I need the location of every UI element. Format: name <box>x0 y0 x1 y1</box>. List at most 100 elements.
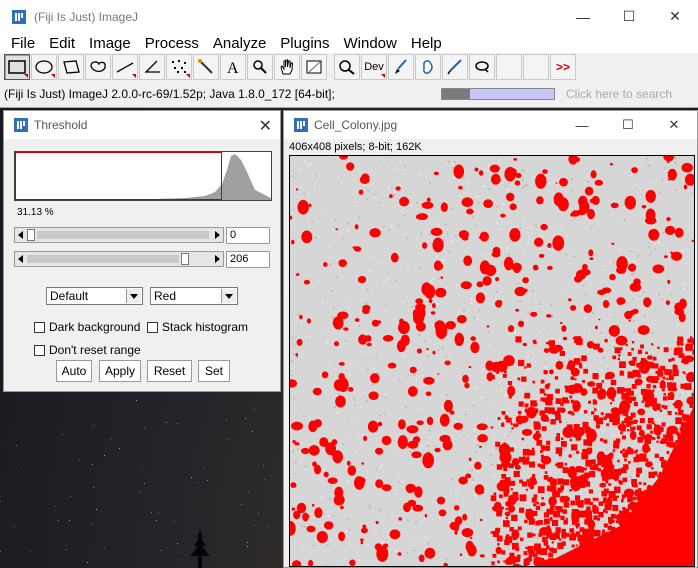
colony-dense-region <box>546 394 553 401</box>
rectangle-tool[interactable] <box>4 54 30 80</box>
max-threshold-slider[interactable] <box>14 251 224 267</box>
magnifier-tool[interactable] <box>247 54 273 80</box>
empty-slot-2[interactable] <box>523 54 549 80</box>
cell-colony-image <box>290 156 694 566</box>
method-selected: Default <box>50 289 89 303</box>
menu-file[interactable]: File <box>11 34 36 52</box>
colony-blob <box>295 273 300 276</box>
line-tool[interactable] <box>112 54 138 80</box>
menu-edit[interactable]: Edit <box>49 34 76 52</box>
stack-histogram-checkbox[interactable] <box>147 321 158 333</box>
colony-dense-region <box>611 398 615 402</box>
max-threshold-field[interactable]: 206 <box>226 251 270 268</box>
colony-blob <box>515 308 519 312</box>
colony-dense-region <box>581 355 587 361</box>
text-tool[interactable]: A <box>220 54 246 80</box>
slider-left-arrow-icon[interactable] <box>18 255 23 263</box>
close-icon[interactable]: ✕ <box>258 118 272 135</box>
image-canvas[interactable] <box>289 155 695 567</box>
colony-dense-region <box>540 397 545 402</box>
slider-right-arrow-icon[interactable] <box>215 255 220 263</box>
min-threshold-slider[interactable] <box>14 227 224 243</box>
menu-window[interactable]: Window <box>343 34 397 52</box>
menu-plugins[interactable]: Plugins <box>280 34 330 52</box>
set-button[interactable]: Set <box>198 360 230 382</box>
min-slider-thumb[interactable] <box>27 229 35 241</box>
colony-dense-region <box>548 552 554 558</box>
color-picker-tool[interactable] <box>301 54 327 80</box>
stack-histogram-option[interactable]: Stack histogram <box>147 320 248 334</box>
star <box>144 483 145 484</box>
colony-blob <box>479 231 489 242</box>
polygon-tool[interactable] <box>58 54 84 80</box>
colony-dense-region <box>630 360 636 366</box>
dont-reset-checkbox[interactable] <box>34 344 45 356</box>
texture-speck <box>467 181 470 184</box>
texture-speck <box>357 435 360 438</box>
colony-dense-region <box>659 409 663 412</box>
colony-dense-region <box>569 438 573 442</box>
lens-tool[interactable] <box>469 54 495 80</box>
oval-tool[interactable] <box>31 54 57 80</box>
pencil-tool[interactable] <box>442 54 468 80</box>
maximize-button[interactable]: ☐ <box>622 117 634 132</box>
colony-dense-region <box>532 380 536 384</box>
texture-speck <box>446 233 449 236</box>
texture-speck <box>606 364 609 367</box>
colony-blob <box>433 171 439 176</box>
texture-speck <box>321 495 324 498</box>
texture-speck <box>519 239 521 242</box>
dont-reset-option[interactable]: Don't reset range <box>34 343 141 357</box>
search-field[interactable]: Click here to search <box>566 87 673 101</box>
reset-button[interactable]: Reset <box>147 360 192 382</box>
minimize-button[interactable]: — <box>575 117 589 133</box>
texture-speck <box>447 161 450 163</box>
freehand-tool[interactable] <box>85 54 111 80</box>
method-select[interactable]: Default <box>46 287 143 305</box>
dark-background-checkbox[interactable] <box>34 321 45 333</box>
slider-left-arrow-icon[interactable] <box>18 231 23 239</box>
empty-slot-1[interactable] <box>496 54 522 80</box>
texture-speck <box>361 392 364 394</box>
angle-tool[interactable] <box>139 54 165 80</box>
flood-fill-tool[interactable] <box>415 54 441 80</box>
more-tools-button[interactable]: >> <box>550 54 576 80</box>
colony-dense-region <box>627 371 635 379</box>
memory-progress-bar[interactable] <box>441 88 555 100</box>
texture-speck <box>457 330 460 333</box>
wand-tool[interactable] <box>193 54 219 80</box>
close-button[interactable]: ✕ <box>669 8 681 24</box>
colony-dense-region <box>658 471 662 475</box>
colony-blob <box>360 527 368 534</box>
auto-button[interactable]: Auto <box>56 360 92 382</box>
display-select[interactable]: Red <box>150 287 238 305</box>
maximize-button[interactable]: ☐ <box>622 8 636 24</box>
texture-speck <box>681 284 684 287</box>
dev-tool[interactable]: Dev <box>361 54 387 80</box>
menu-analyze[interactable]: Analyze <box>212 34 267 52</box>
hand-tool[interactable] <box>274 54 300 80</box>
dark-background-option[interactable]: Dark background <box>34 320 140 334</box>
point-tool[interactable] <box>166 54 192 80</box>
slider-right-arrow-icon[interactable] <box>215 231 220 239</box>
minimize-button[interactable]: — <box>576 8 590 25</box>
colony-blob <box>440 276 444 279</box>
colony-blob <box>354 224 359 230</box>
menu-image[interactable]: Image <box>89 34 131 52</box>
zoom-tool[interactable] <box>334 54 360 80</box>
threshold-histogram[interactable] <box>14 151 272 201</box>
texture-speck <box>383 159 386 162</box>
min-threshold-field[interactable]: 0 <box>226 227 270 244</box>
menu-process[interactable]: Process <box>144 34 199 52</box>
texture-speck <box>425 174 427 177</box>
close-button[interactable]: ✕ <box>668 117 680 132</box>
max-slider-thumb[interactable] <box>181 253 189 265</box>
point-icon <box>172 60 186 73</box>
colony-dense-region <box>570 500 576 506</box>
chevron-down-icon[interactable] <box>221 289 236 303</box>
menu-help[interactable]: Help <box>410 34 442 52</box>
apply-button[interactable]: Apply <box>99 360 141 382</box>
brush-tool[interactable] <box>388 54 414 80</box>
chevron-down-icon[interactable] <box>126 289 141 303</box>
texture-speck <box>420 342 423 345</box>
